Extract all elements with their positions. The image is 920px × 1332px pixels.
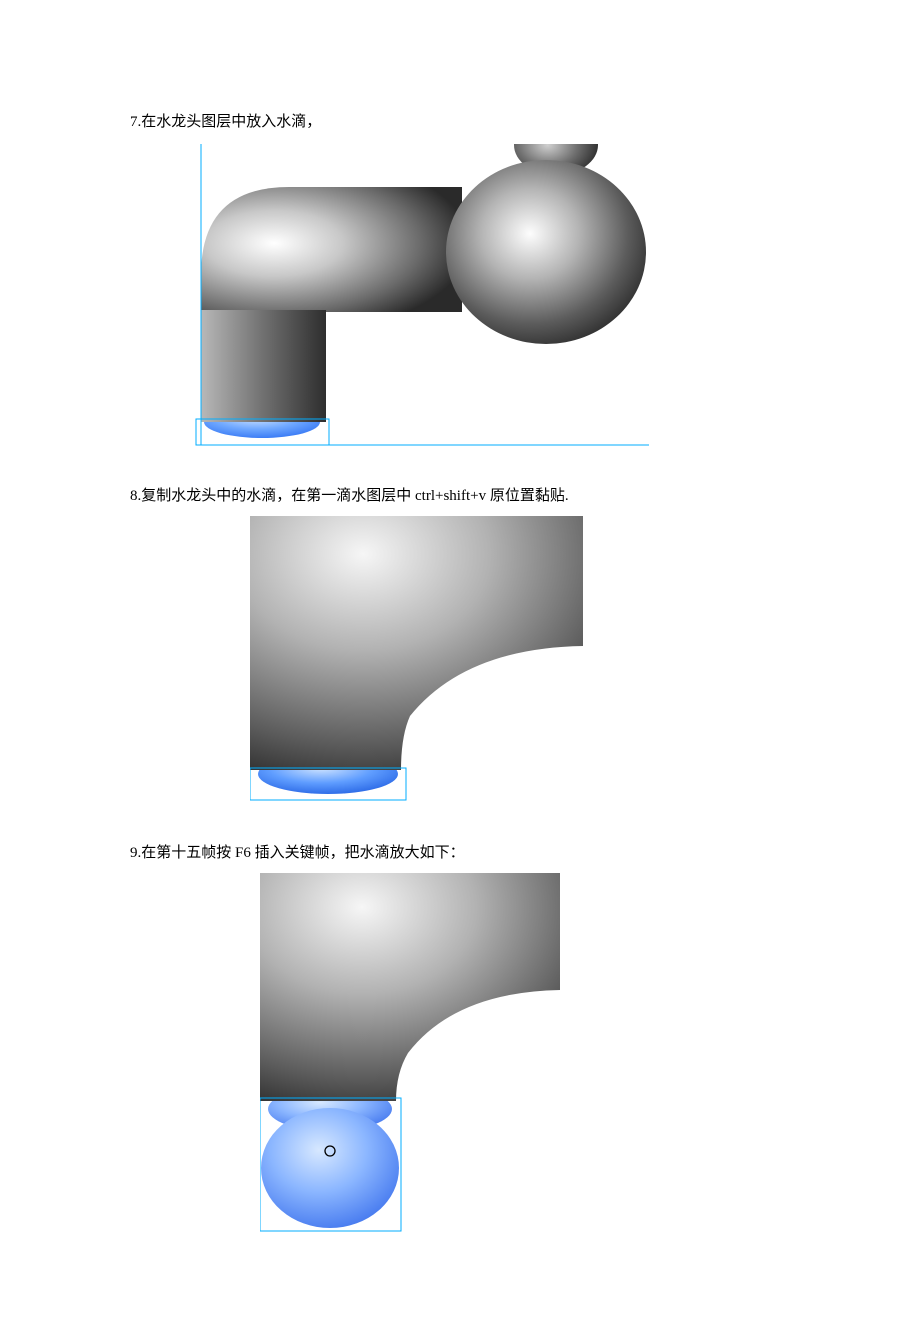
faucet-shape — [260, 873, 560, 1101]
faucet-shape — [250, 516, 583, 770]
figure-8-wrap — [130, 516, 790, 805]
faucet-body — [201, 187, 462, 312]
water-drop-main — [261, 1108, 399, 1228]
step-9-text: 9.在第十五帧按 F6 插入关键帧，把水滴放大如下： — [130, 841, 790, 865]
figure-9-wrap — [130, 873, 790, 1236]
figure-8 — [250, 516, 583, 805]
faucet-knob-ball — [446, 160, 646, 344]
tutorial-page: 7.在水龙头图层中放入水滴， — [0, 0, 920, 1332]
figure-7 — [166, 142, 649, 448]
figure-9 — [260, 873, 560, 1236]
step-8-text: 8.复制水龙头中的水滴，在第一滴水图层中 ctrl+shift+v 原位置黏贴. — [130, 484, 790, 508]
figure-7-wrap — [130, 142, 790, 448]
faucet-spout — [201, 310, 326, 422]
step-7-text: 7.在水龙头图层中放入水滴， — [130, 110, 790, 134]
